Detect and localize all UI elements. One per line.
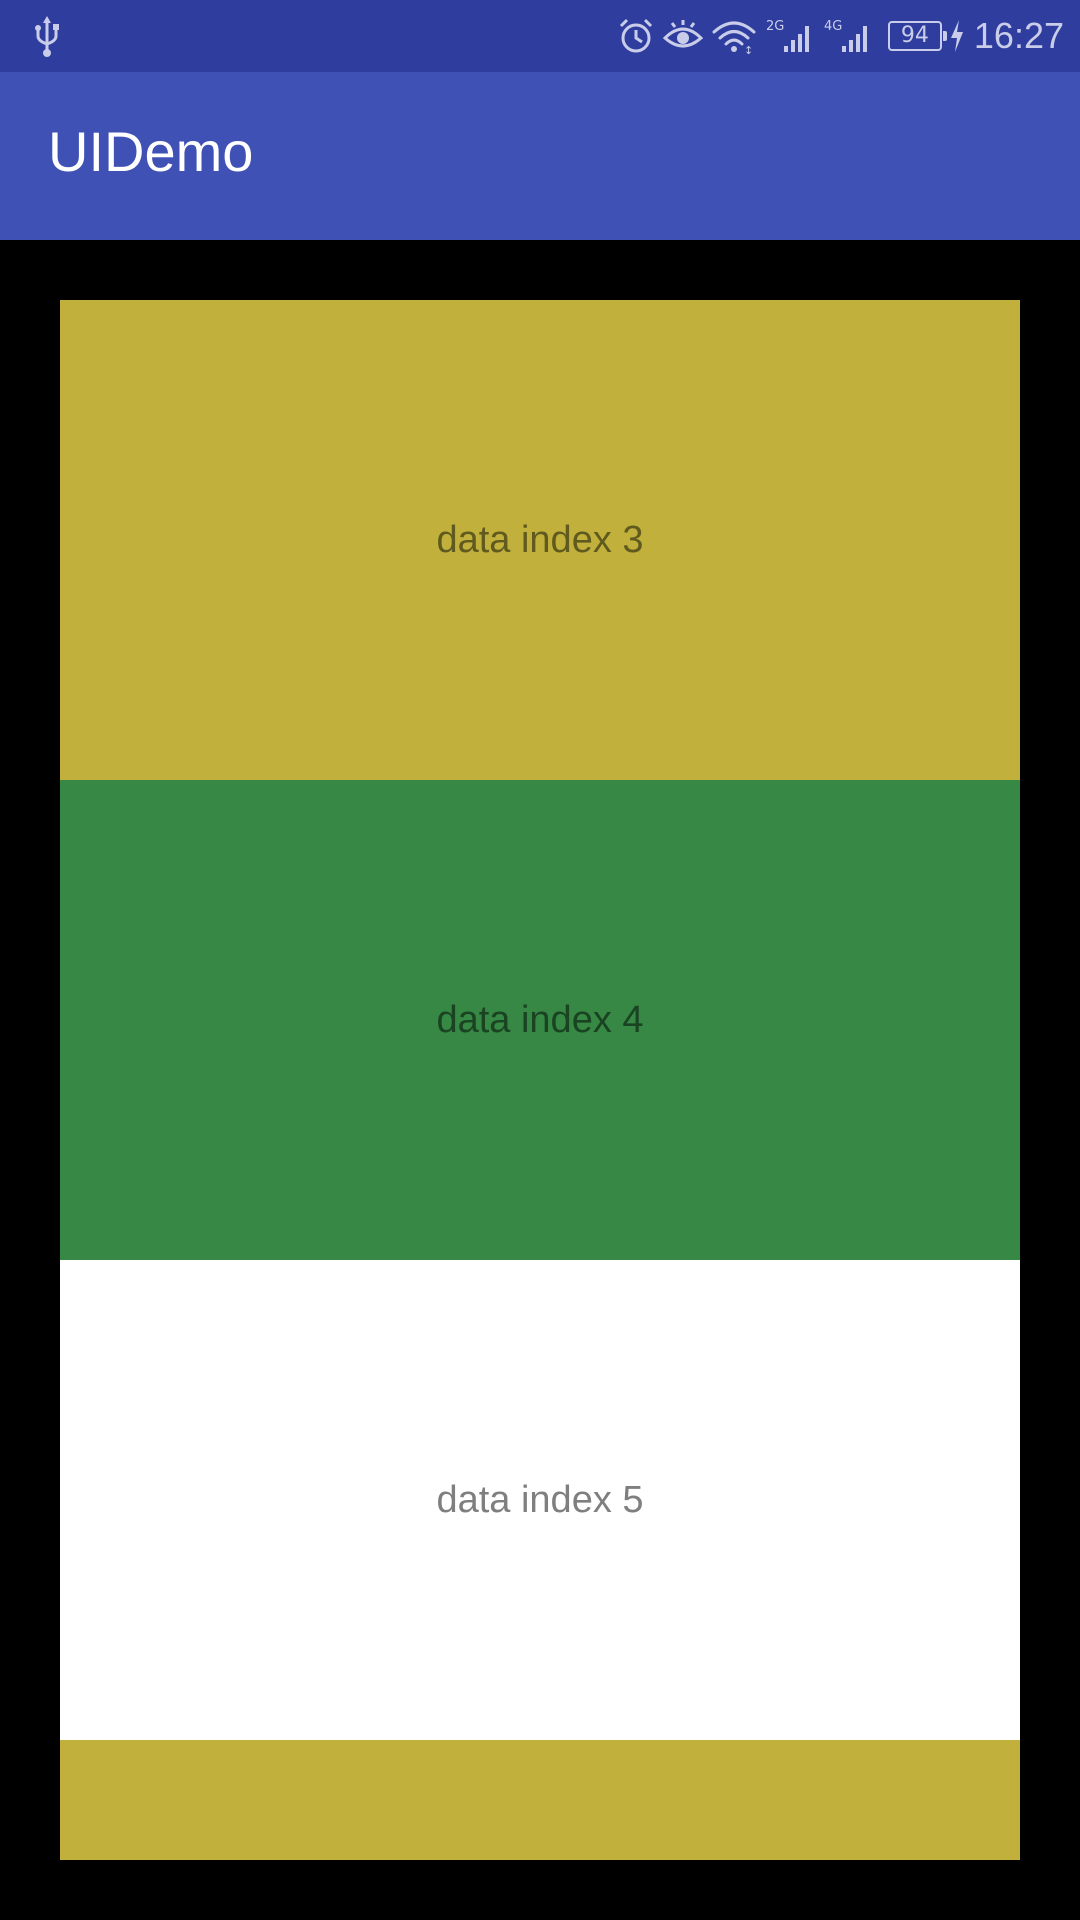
usb-icon (35, 16, 59, 57)
network-2g-label: 2G (766, 19, 784, 34)
wifi-icon: ↕ (712, 21, 756, 56)
app-bar: UIDemo (0, 72, 1080, 240)
status-time: 16:27 (973, 15, 1064, 56)
status-icons: ↕ 2G 4G 94 16:27 (616, 0, 1064, 72)
list-item[interactable]: data index 4 (60, 780, 1020, 1260)
alarm-icon (619, 18, 652, 53)
list-item-label: data index 3 (436, 519, 644, 561)
list-item-label: data index 4 (436, 999, 644, 1041)
list-item[interactable]: data index 3 (60, 300, 1020, 780)
status-bar: ↕ 2G 4G 94 16:27 (0, 0, 1080, 72)
battery-level: 94 (900, 23, 929, 48)
charging-icon (950, 20, 963, 52)
app-title: UIDemo (48, 120, 254, 183)
data-list[interactable]: data index 3 data index 4 data index 5 (60, 300, 1020, 1860)
list-item-label: data index 5 (436, 1479, 644, 1521)
list-item[interactable] (60, 1740, 1020, 1860)
signal-4g-icon: 4G (824, 19, 867, 52)
svg-text:↕: ↕ (744, 44, 753, 56)
battery-icon: 94 (887, 21, 947, 51)
list-item[interactable]: data index 5 (60, 1260, 1020, 1740)
eye-comfort-icon (662, 20, 704, 48)
signal-2g-icon: 2G (766, 19, 809, 52)
network-4g-label: 4G (824, 19, 842, 34)
